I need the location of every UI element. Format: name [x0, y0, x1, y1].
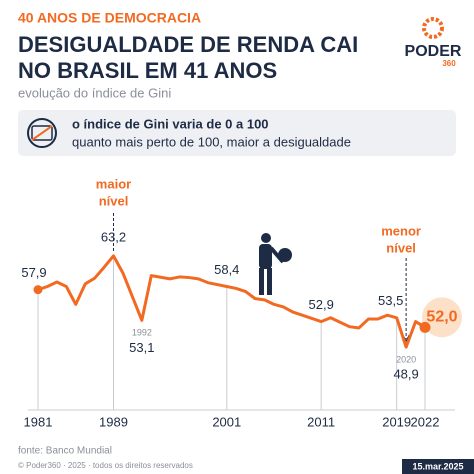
annotation: nível — [99, 193, 129, 208]
illustration — [259, 233, 292, 295]
date-box — [402, 459, 474, 474]
logo-text: PODER — [405, 43, 462, 60]
footer-bg — [0, 458, 474, 474]
x-tick-label: 2011 — [307, 414, 335, 429]
point — [33, 285, 43, 295]
value-label: 53,1 — [129, 340, 154, 355]
logo: PODER 360 — [405, 17, 462, 68]
title: NO BRASIL EM 41 ANOS — [18, 58, 277, 83]
x-tick-label: 2022 — [411, 414, 440, 429]
highlight-halo — [422, 297, 462, 338]
info-line: quanto mais perto de 100, maior a desigu… — [72, 134, 351, 149]
date: 15.mar.2025 — [412, 461, 463, 471]
line — [37, 254, 426, 349]
coin — [278, 248, 292, 262]
year-label: 1992 — [132, 328, 152, 338]
value-label: 57,9 — [21, 265, 46, 280]
person-leg — [267, 268, 272, 295]
info-line: o índice de Gini varia de 0 a 100 — [72, 116, 269, 131]
subtitle: evolução do índice de Gini — [18, 85, 171, 100]
x-tick-label: 2001 — [212, 414, 241, 429]
x-tick-label: 2019 — [382, 414, 411, 429]
value-label: 48,9 — [393, 367, 418, 382]
info-box — [18, 110, 456, 156]
value-label: 52,9 — [309, 297, 334, 312]
annotation: nível — [386, 240, 416, 255]
person-body — [259, 244, 272, 269]
info-icon — [27, 118, 57, 148]
annotation: maior — [96, 176, 131, 191]
copyright: © Poder360 · 2025 · todos os direitos re… — [18, 461, 193, 470]
icon-slash — [31, 125, 53, 141]
person-head — [261, 233, 271, 243]
point — [419, 321, 431, 333]
x-tick-label: 1981 — [24, 414, 53, 429]
person-leg — [259, 268, 264, 295]
icon-ring — [27, 118, 57, 148]
value-label: 52,0 — [426, 309, 457, 326]
logo-sub: 360 — [442, 59, 456, 68]
source: fonte: Banco Mundial — [18, 446, 112, 457]
value-label: 63,2 — [101, 229, 126, 244]
title: DESIGUALDADE DE RENDA CAI — [18, 32, 358, 57]
x-tick-label: 1989 — [99, 414, 128, 429]
value-label: 58,4 — [214, 262, 239, 277]
annotation: menor — [381, 223, 421, 238]
year-label: 2020 — [396, 354, 416, 364]
logo-icon — [422, 17, 444, 39]
value-label: 53,5 — [378, 293, 403, 308]
icon-note — [31, 125, 53, 141]
kicker: 40 ANOS DE DEMOCRACIA — [18, 10, 201, 26]
